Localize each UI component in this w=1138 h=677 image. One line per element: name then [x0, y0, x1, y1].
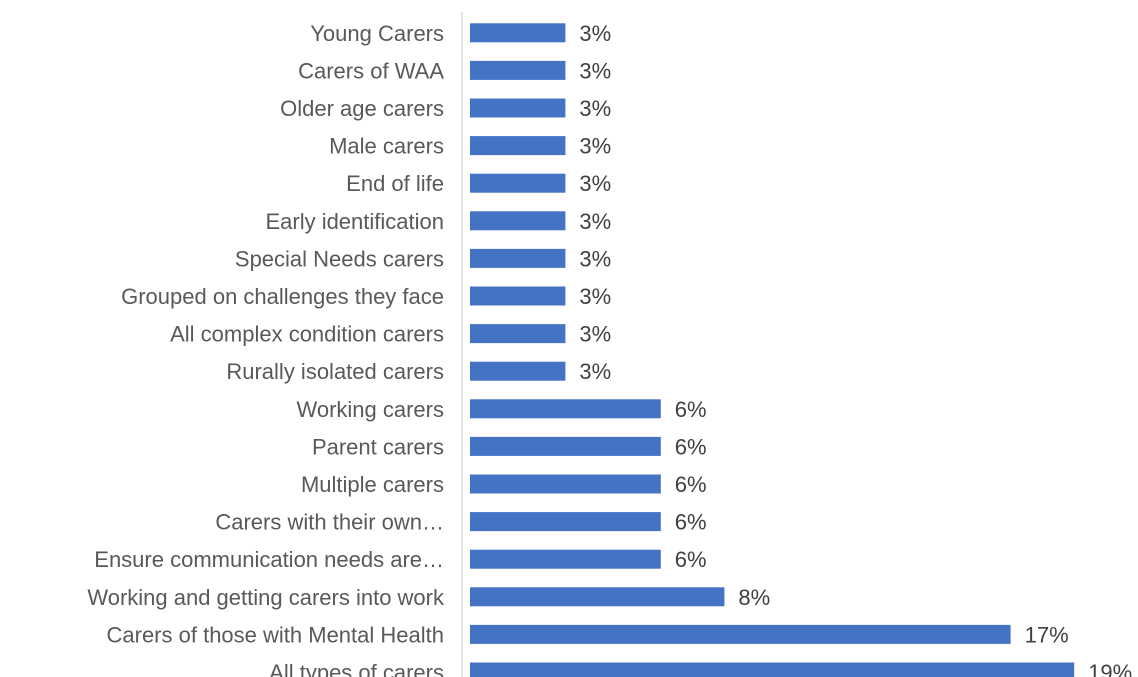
category-labels: Young Carers Carers of WAA Older age carer… [87, 21, 445, 677]
value-label-1: 3% [579, 58, 611, 83]
value-label-11: 6% [675, 434, 707, 459]
value-label-13: 6% [675, 510, 707, 535]
bar-9 [470, 361, 566, 381]
bar-11 [470, 436, 661, 456]
category-label-11: Parent carers [312, 434, 444, 459]
value-label-4: 3% [579, 171, 611, 196]
category-label-3: Male carers [329, 134, 444, 159]
value-label-6: 3% [579, 246, 611, 271]
bar-5 [470, 211, 566, 231]
category-label-12: Multiple carers [301, 472, 444, 497]
category-label-2: Older age carers [280, 96, 444, 121]
value-label-10: 6% [675, 397, 707, 422]
bar-10 [470, 399, 661, 419]
value-label-2: 3% [579, 96, 611, 121]
bar-12 [470, 474, 661, 494]
bar-7 [470, 286, 566, 306]
category-label-14: Ensure communication needs are… [94, 547, 444, 572]
category-label-13: Carers with their own… [215, 510, 444, 535]
value-label-5: 3% [579, 209, 611, 234]
category-label-5: Early identification [265, 209, 444, 234]
bar-8 [470, 324, 566, 344]
value-label-12: 6% [675, 472, 707, 497]
category-label-1: Carers of WAA [298, 58, 444, 83]
value-label-8: 3% [579, 322, 611, 347]
category-label-8: All complex condition carers [170, 322, 444, 347]
category-label-7: Grouped on challenges they face [121, 284, 444, 309]
category-label-10: Working carers [296, 397, 444, 422]
value-label-16: 17% [1025, 622, 1069, 647]
value-label-9: 3% [579, 359, 611, 384]
value-label-17: 19% [1088, 660, 1132, 677]
bar-0 [470, 23, 566, 43]
bar-1 [470, 60, 566, 80]
category-label-15: Working and getting carers into work [87, 585, 445, 610]
bars [470, 23, 1075, 677]
category-label-6: Special Needs carers [235, 246, 444, 271]
category-label-16: Carers of those with Mental Health [107, 622, 445, 647]
value-label-7: 3% [579, 284, 611, 309]
bar-2 [470, 98, 566, 118]
bar-17 [470, 662, 1075, 677]
data-labels: 3% 3% 3% 3% 3% 3% 3% 3% 3% 3% 6% 6% 6% 6% 6% 8% 17% 19% [579, 21, 1132, 677]
category-label-4: End of life [346, 171, 444, 196]
bar-14 [470, 549, 661, 569]
category-label-9: Rurally isolated carers [226, 359, 444, 384]
value-label-3: 3% [579, 134, 611, 159]
bar-13 [470, 512, 661, 532]
value-label-0: 3% [579, 21, 611, 46]
bar-15 [470, 587, 725, 607]
value-label-15: 8% [738, 585, 770, 610]
category-label-17: All types of carers [269, 660, 444, 677]
bar-3 [470, 136, 566, 156]
category-label-0: Young Carers [310, 21, 444, 46]
bar-16 [470, 624, 1011, 644]
bar-4 [470, 173, 566, 193]
bar-6 [470, 248, 566, 268]
value-label-14: 6% [675, 547, 707, 572]
